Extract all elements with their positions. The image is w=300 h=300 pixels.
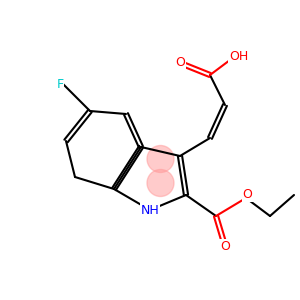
Text: O: O: [220, 239, 230, 253]
Text: O: O: [243, 188, 252, 202]
Text: OH: OH: [229, 50, 248, 64]
Text: O: O: [175, 56, 185, 70]
Circle shape: [147, 146, 174, 172]
Text: NH: NH: [141, 203, 159, 217]
Circle shape: [147, 169, 174, 196]
Text: F: F: [56, 77, 64, 91]
